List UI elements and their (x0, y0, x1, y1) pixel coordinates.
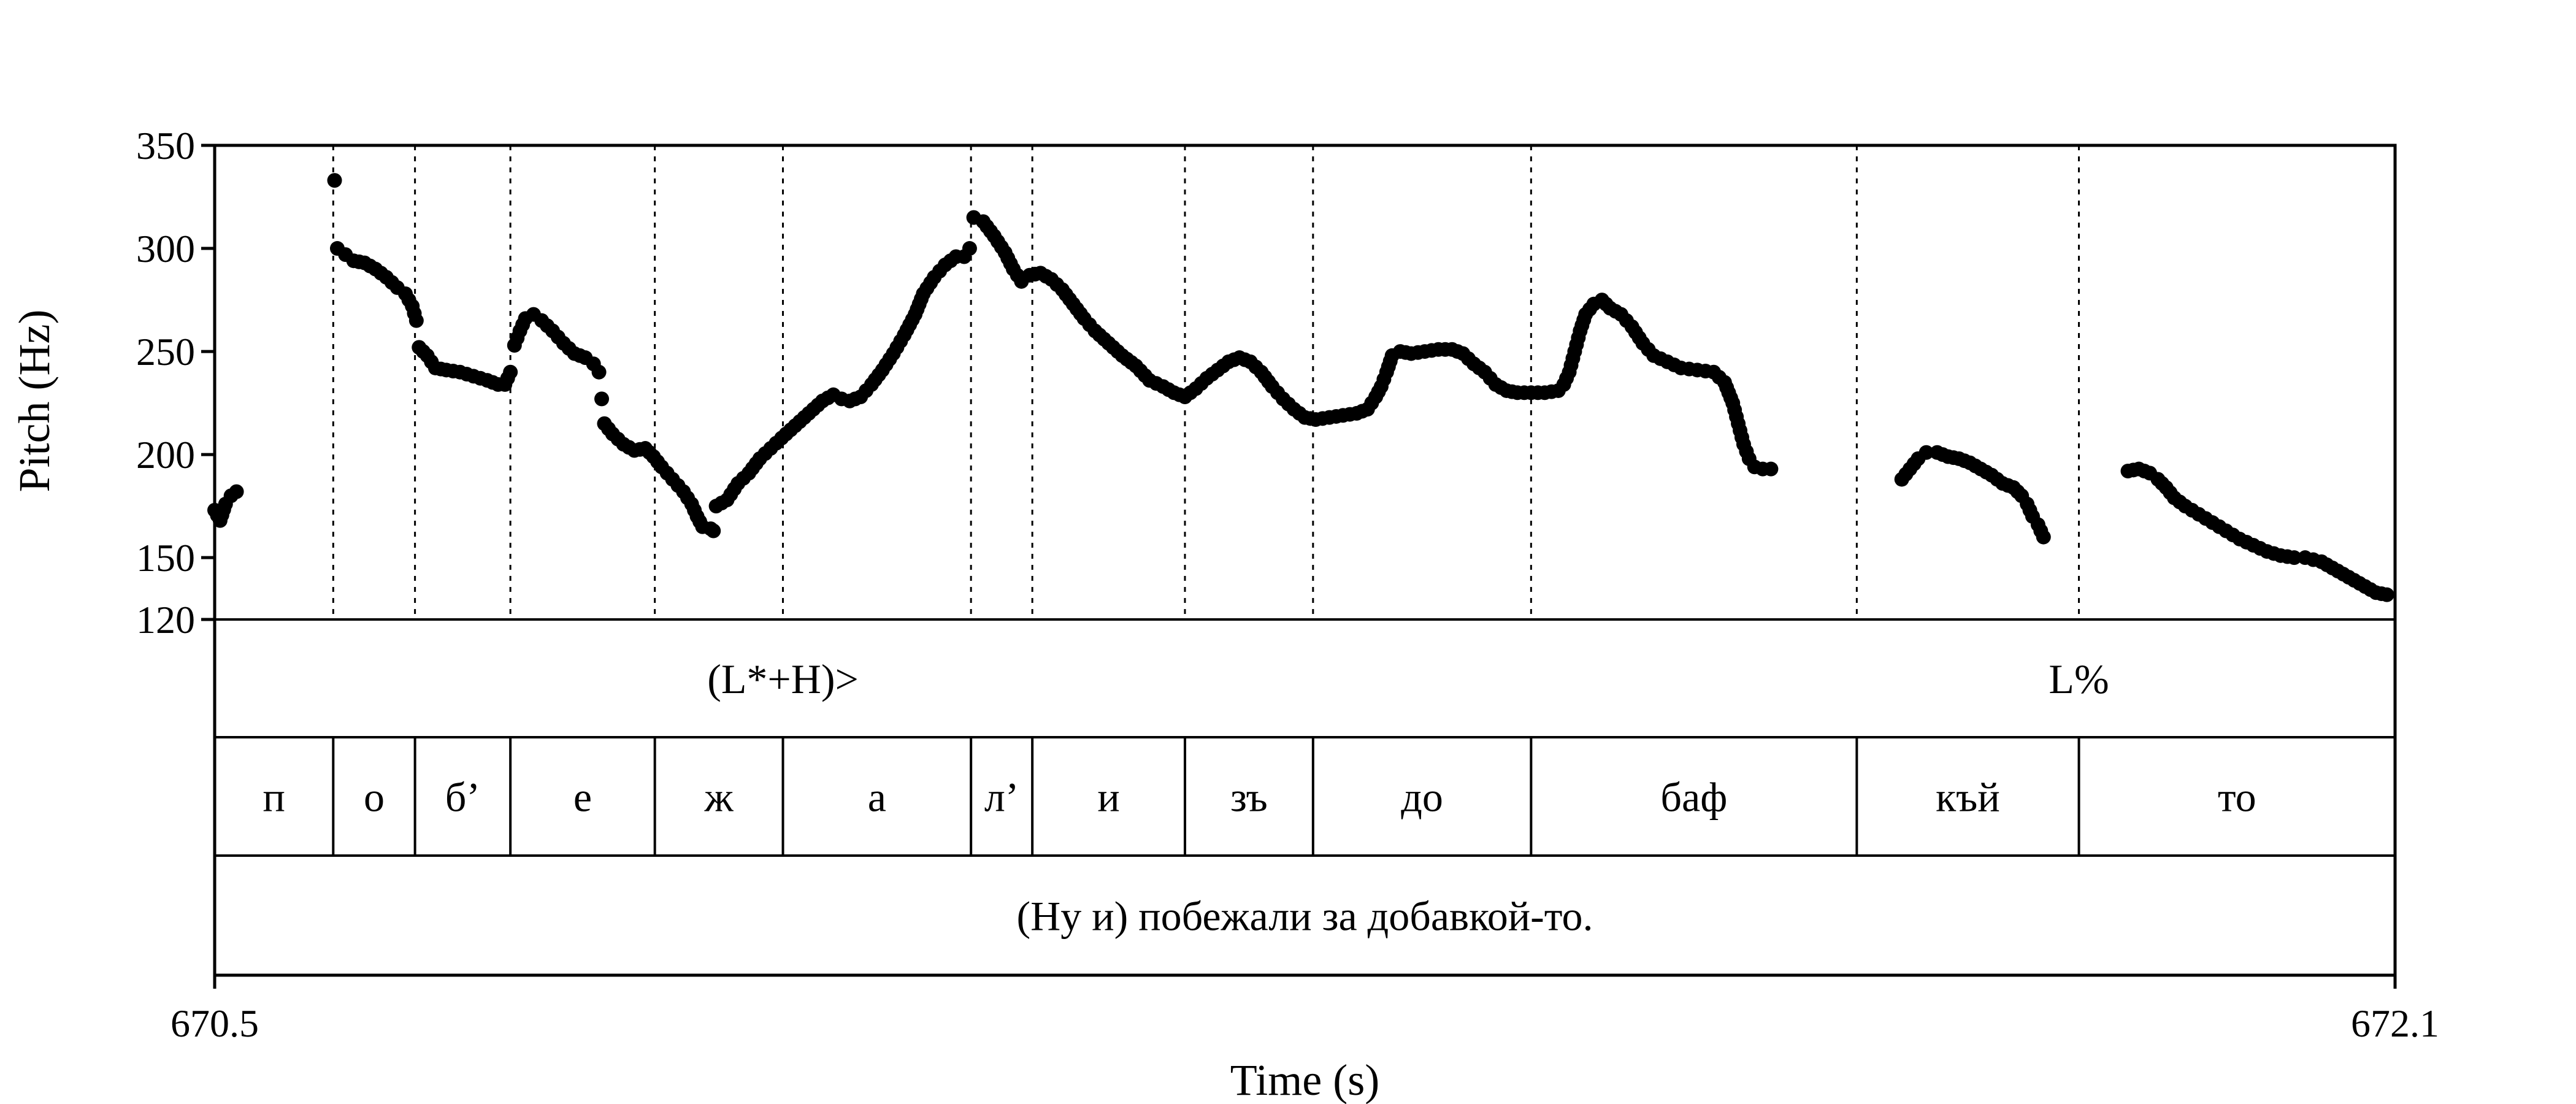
segment-label: п (263, 774, 285, 821)
x-axis: 670.5 672.1 (171, 975, 2439, 1045)
segment-label: до (1401, 774, 1443, 821)
pitch-point (229, 484, 244, 499)
y-tick-label: 200 (136, 433, 195, 477)
boundary-lines (332, 145, 2080, 619)
pitch-points (207, 173, 2394, 602)
segment-label: о (364, 774, 385, 821)
y-tick-label: 120 (136, 598, 195, 642)
y-axis-title: Pitch (Hz) (10, 310, 59, 493)
pitch-point (2036, 529, 2051, 545)
segment-label: то (2218, 774, 2256, 821)
segment-label: баф (1660, 774, 1727, 821)
y-axis: 350 300 250 200 150 120 (136, 124, 215, 642)
pitch-point (1919, 445, 1934, 460)
segment-label: л’ (984, 774, 1019, 821)
segment-label: къй (1936, 774, 2000, 821)
segment-label: зъ (1230, 774, 1268, 821)
pitch-point (594, 391, 610, 407)
segment-label: и (1097, 774, 1119, 821)
pitch-point (408, 313, 424, 328)
x-tick-label: 672.1 (2351, 1002, 2439, 1045)
sentence-label: (Ну и) побежали за добавкой-то. (1016, 893, 1593, 940)
pitch-point (962, 241, 977, 256)
y-tick-label: 250 (136, 330, 195, 374)
pitch-point (327, 173, 342, 188)
pitch-point (1763, 461, 1779, 477)
pitch-point (503, 364, 518, 380)
pitch-point (2287, 550, 2302, 565)
y-tick-label: 300 (136, 227, 195, 270)
y-tick-label: 350 (136, 124, 195, 167)
segment-label: б’ (445, 774, 480, 821)
pitch-point (2379, 587, 2394, 602)
pitch-point (706, 523, 721, 539)
segment-label: ж (704, 774, 734, 821)
plot-frame (213, 144, 2397, 977)
x-axis-title: Time (s) (1230, 1056, 1379, 1104)
pitch-point (591, 364, 607, 380)
tone-label: L% (2049, 656, 2109, 702)
y-tick-label: 150 (136, 536, 195, 580)
tone-label: (L*+H)> (707, 656, 859, 702)
segment-label: а (868, 774, 886, 821)
segment-label: е (573, 774, 592, 821)
annotation-tiers: п о б’ е ж а л’ и зъ до баф къй то (L*+H)> L% (Ну и) по… (215, 618, 2395, 940)
x-tick-label: 670.5 (171, 1002, 259, 1045)
